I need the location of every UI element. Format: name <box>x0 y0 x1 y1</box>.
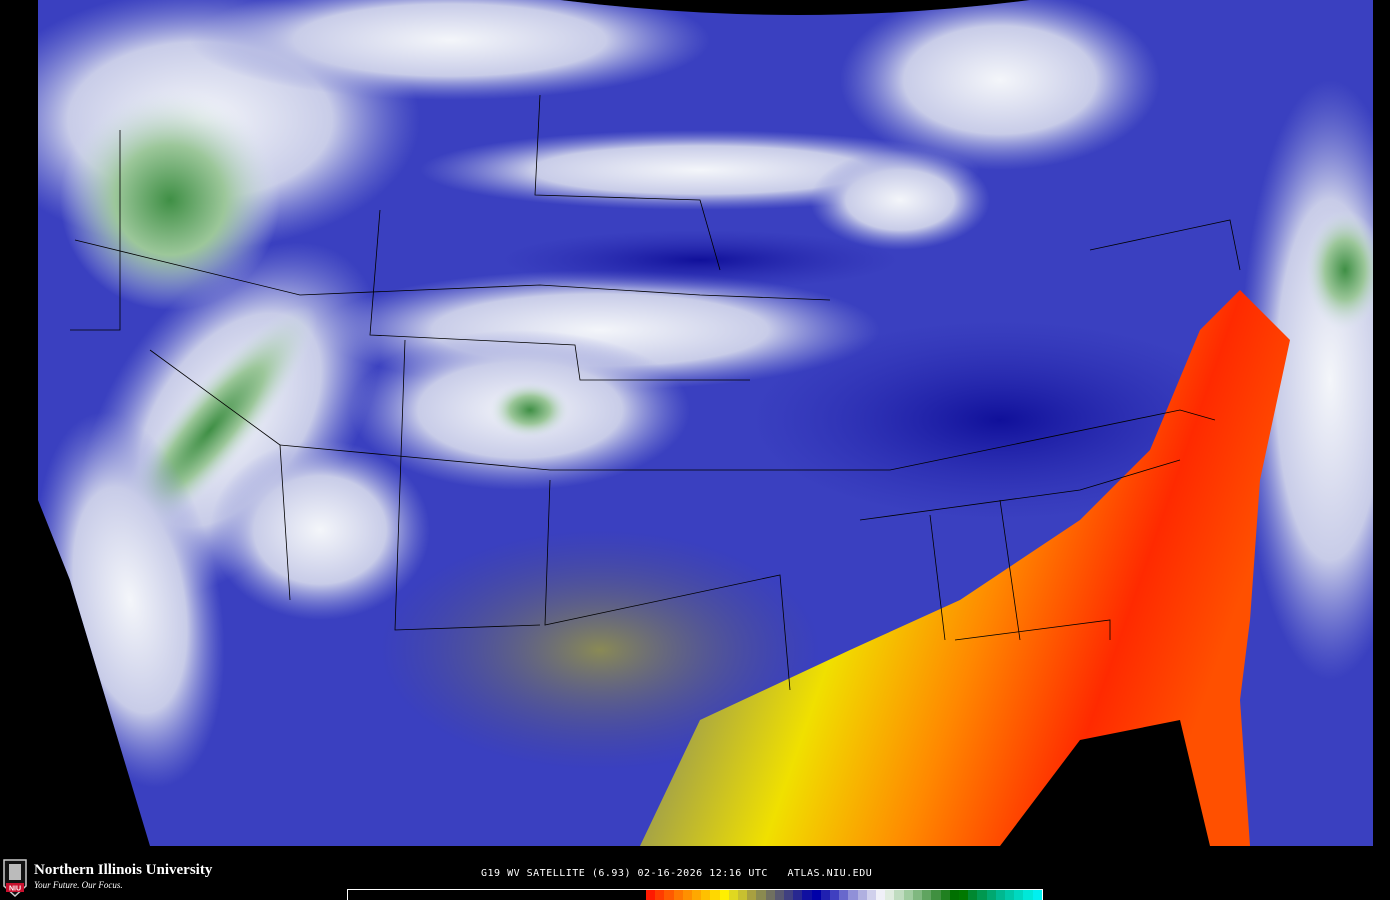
colorbar-swatch <box>876 890 886 900</box>
colorbar-swatch <box>1032 890 1042 900</box>
colorbar-swatch <box>728 890 739 900</box>
niu-logo: NIU <box>3 859 27 898</box>
colorbar-swatch <box>802 890 812 900</box>
colorbar <box>347 889 1043 900</box>
colorbar-swatch <box>747 890 757 900</box>
colorbar-swatch <box>774 890 785 900</box>
colorbar-swatch <box>719 890 729 900</box>
colorbar-swatch <box>820 890 831 900</box>
colorbar-swatch <box>692 890 702 900</box>
satellite-map <box>38 0 1373 846</box>
colorbar-swatch <box>793 890 803 900</box>
colorbar-swatch <box>903 890 913 900</box>
colorbar-swatch <box>885 890 895 900</box>
colorbar-swatch <box>664 890 674 900</box>
colorbar-swatch <box>922 890 932 900</box>
university-tagline: Your Future. Our Focus. <box>34 880 123 890</box>
colorbar-swatch <box>655 890 665 900</box>
university-name: Northern Illinois University <box>34 862 213 878</box>
colorbar-swatch <box>756 890 766 900</box>
colorbar-swatch <box>784 890 794 900</box>
colorbar-swatch <box>646 890 656 900</box>
colorbar-swatch <box>765 890 775 900</box>
colorbar-swatch <box>1014 890 1024 900</box>
state-borders <box>70 94 1241 691</box>
colorbar-swatch <box>682 890 693 900</box>
colorbar-blank <box>348 890 646 900</box>
colorbar-swatch <box>1004 890 1015 900</box>
moisture-plume <box>640 290 1290 846</box>
colorbar-swatch <box>968 890 978 900</box>
colorbar-swatch <box>940 890 950 900</box>
colorbar-swatch <box>839 890 849 900</box>
colorbar-swatch <box>848 890 858 900</box>
colorbar-swatch <box>986 890 996 900</box>
svg-text:NIU: NIU <box>9 886 21 893</box>
colorbar-swatch <box>949 890 959 900</box>
colorbar-swatch <box>866 890 877 900</box>
colorbar-swatch <box>912 890 923 900</box>
colorbar-swatch <box>701 890 711 900</box>
colorbar-swatch <box>995 890 1005 900</box>
colorbar-swatch <box>710 890 720 900</box>
colorbar-swatch <box>931 890 941 900</box>
colorbar-swatch <box>1023 890 1033 900</box>
colorbar-swatch <box>857 890 867 900</box>
colorbar-swatch <box>958 890 969 900</box>
colorbar-swatch <box>830 890 840 900</box>
colorbar-swatch <box>894 890 904 900</box>
colorbar-swatch <box>738 890 748 900</box>
colorbar-swatch <box>673 890 683 900</box>
colorbar-swatch <box>811 890 821 900</box>
colorbar-swatch <box>977 890 987 900</box>
image-caption: G19 WV SATELLITE (6.93) 02-16-2026 12:16… <box>481 868 873 879</box>
